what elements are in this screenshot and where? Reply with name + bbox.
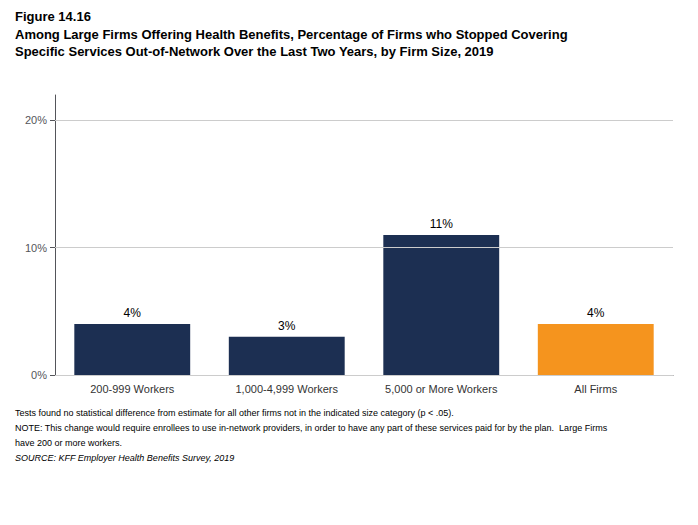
svg-text:5,000 or More Workers: 5,000 or More Workers <box>385 383 498 395</box>
svg-text:Specific Services Out-of-Netwo: Specific Services Out-of-Network Over th… <box>15 44 494 59</box>
svg-text:3%: 3% <box>278 319 296 333</box>
svg-text:Figure 14.16: Figure 14.16 <box>15 9 91 24</box>
svg-text:have 200 or more workers.: have 200 or more workers. <box>15 438 122 448</box>
svg-text:4%: 4% <box>587 306 605 320</box>
svg-text:SOURCE: KFF Employer Health Be: SOURCE: KFF Employer Health Benefits Sur… <box>15 453 234 463</box>
svg-text:NOTE: This change would requir: NOTE: This change would require enrollee… <box>15 423 608 433</box>
svg-text:All Firms: All Firms <box>574 383 617 395</box>
svg-text:200-999 Workers: 200-999 Workers <box>90 383 175 395</box>
svg-text:0%: 0% <box>31 369 47 381</box>
svg-text:1,000-4,999 Workers: 1,000-4,999 Workers <box>235 383 338 395</box>
svg-text:10%: 10% <box>25 242 47 254</box>
svg-text:Among Large Firms Offering Hea: Among Large Firms Offering Health Benefi… <box>15 27 568 42</box>
svg-text:20%: 20% <box>25 114 47 126</box>
svg-text:4%: 4% <box>124 306 142 320</box>
svg-text:Tests found no statistical dif: Tests found no statistical difference fr… <box>15 408 454 418</box>
svg-text:11%: 11% <box>430 217 453 231</box>
